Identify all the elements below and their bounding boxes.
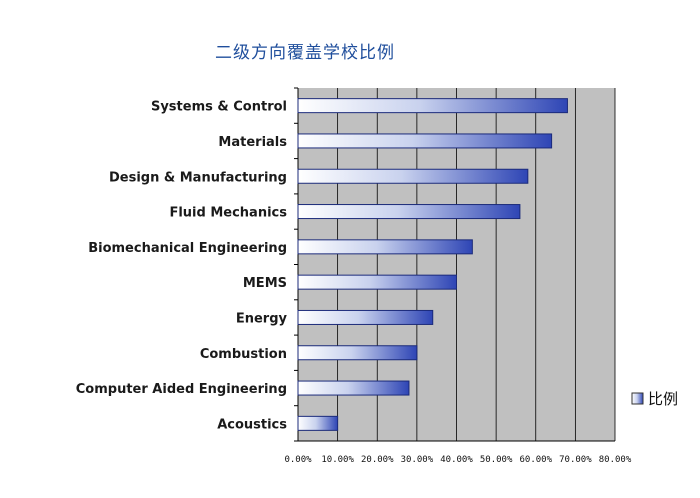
bar (297, 309, 434, 325)
bar (297, 239, 473, 255)
category-label: Biomechanical Engineering (88, 241, 287, 256)
x-tick-label: 20.00% (361, 455, 394, 465)
bar (297, 204, 521, 220)
x-tick-label: 0.00% (284, 455, 312, 465)
bar (297, 168, 529, 184)
category-label: Acoustics (217, 417, 287, 432)
bar (297, 380, 410, 396)
x-tick-label: 50.00% (480, 455, 513, 465)
bar (297, 345, 418, 361)
x-tick-label: 10.00% (321, 455, 354, 465)
bar (297, 274, 457, 290)
category-label: Fluid Mechanics (169, 206, 287, 221)
category-label: Energy (236, 311, 288, 326)
x-tick-label: 30.00% (401, 455, 434, 465)
legend-label: 比例 (648, 390, 678, 408)
legend-swatch (631, 392, 644, 405)
x-tick-label: 70.00% (559, 455, 592, 465)
x-tick-label: 80.00% (599, 455, 632, 465)
x-tick-label: 40.00% (440, 455, 473, 465)
bar (297, 133, 553, 149)
category-label: MEMS (243, 276, 287, 291)
category-label: Combustion (200, 347, 287, 362)
category-label: Materials (218, 135, 287, 150)
legend: 比例 (631, 390, 678, 408)
category-label: Systems & Control (151, 100, 287, 115)
x-tick-label: 60.00% (519, 455, 552, 465)
chart-title: 二级方向覆盖学校比例 (215, 43, 395, 63)
category-label: Design & Manufacturing (109, 170, 287, 185)
bar (297, 98, 568, 114)
bar (297, 415, 339, 431)
category-label: Computer Aided Engineering (76, 382, 287, 397)
